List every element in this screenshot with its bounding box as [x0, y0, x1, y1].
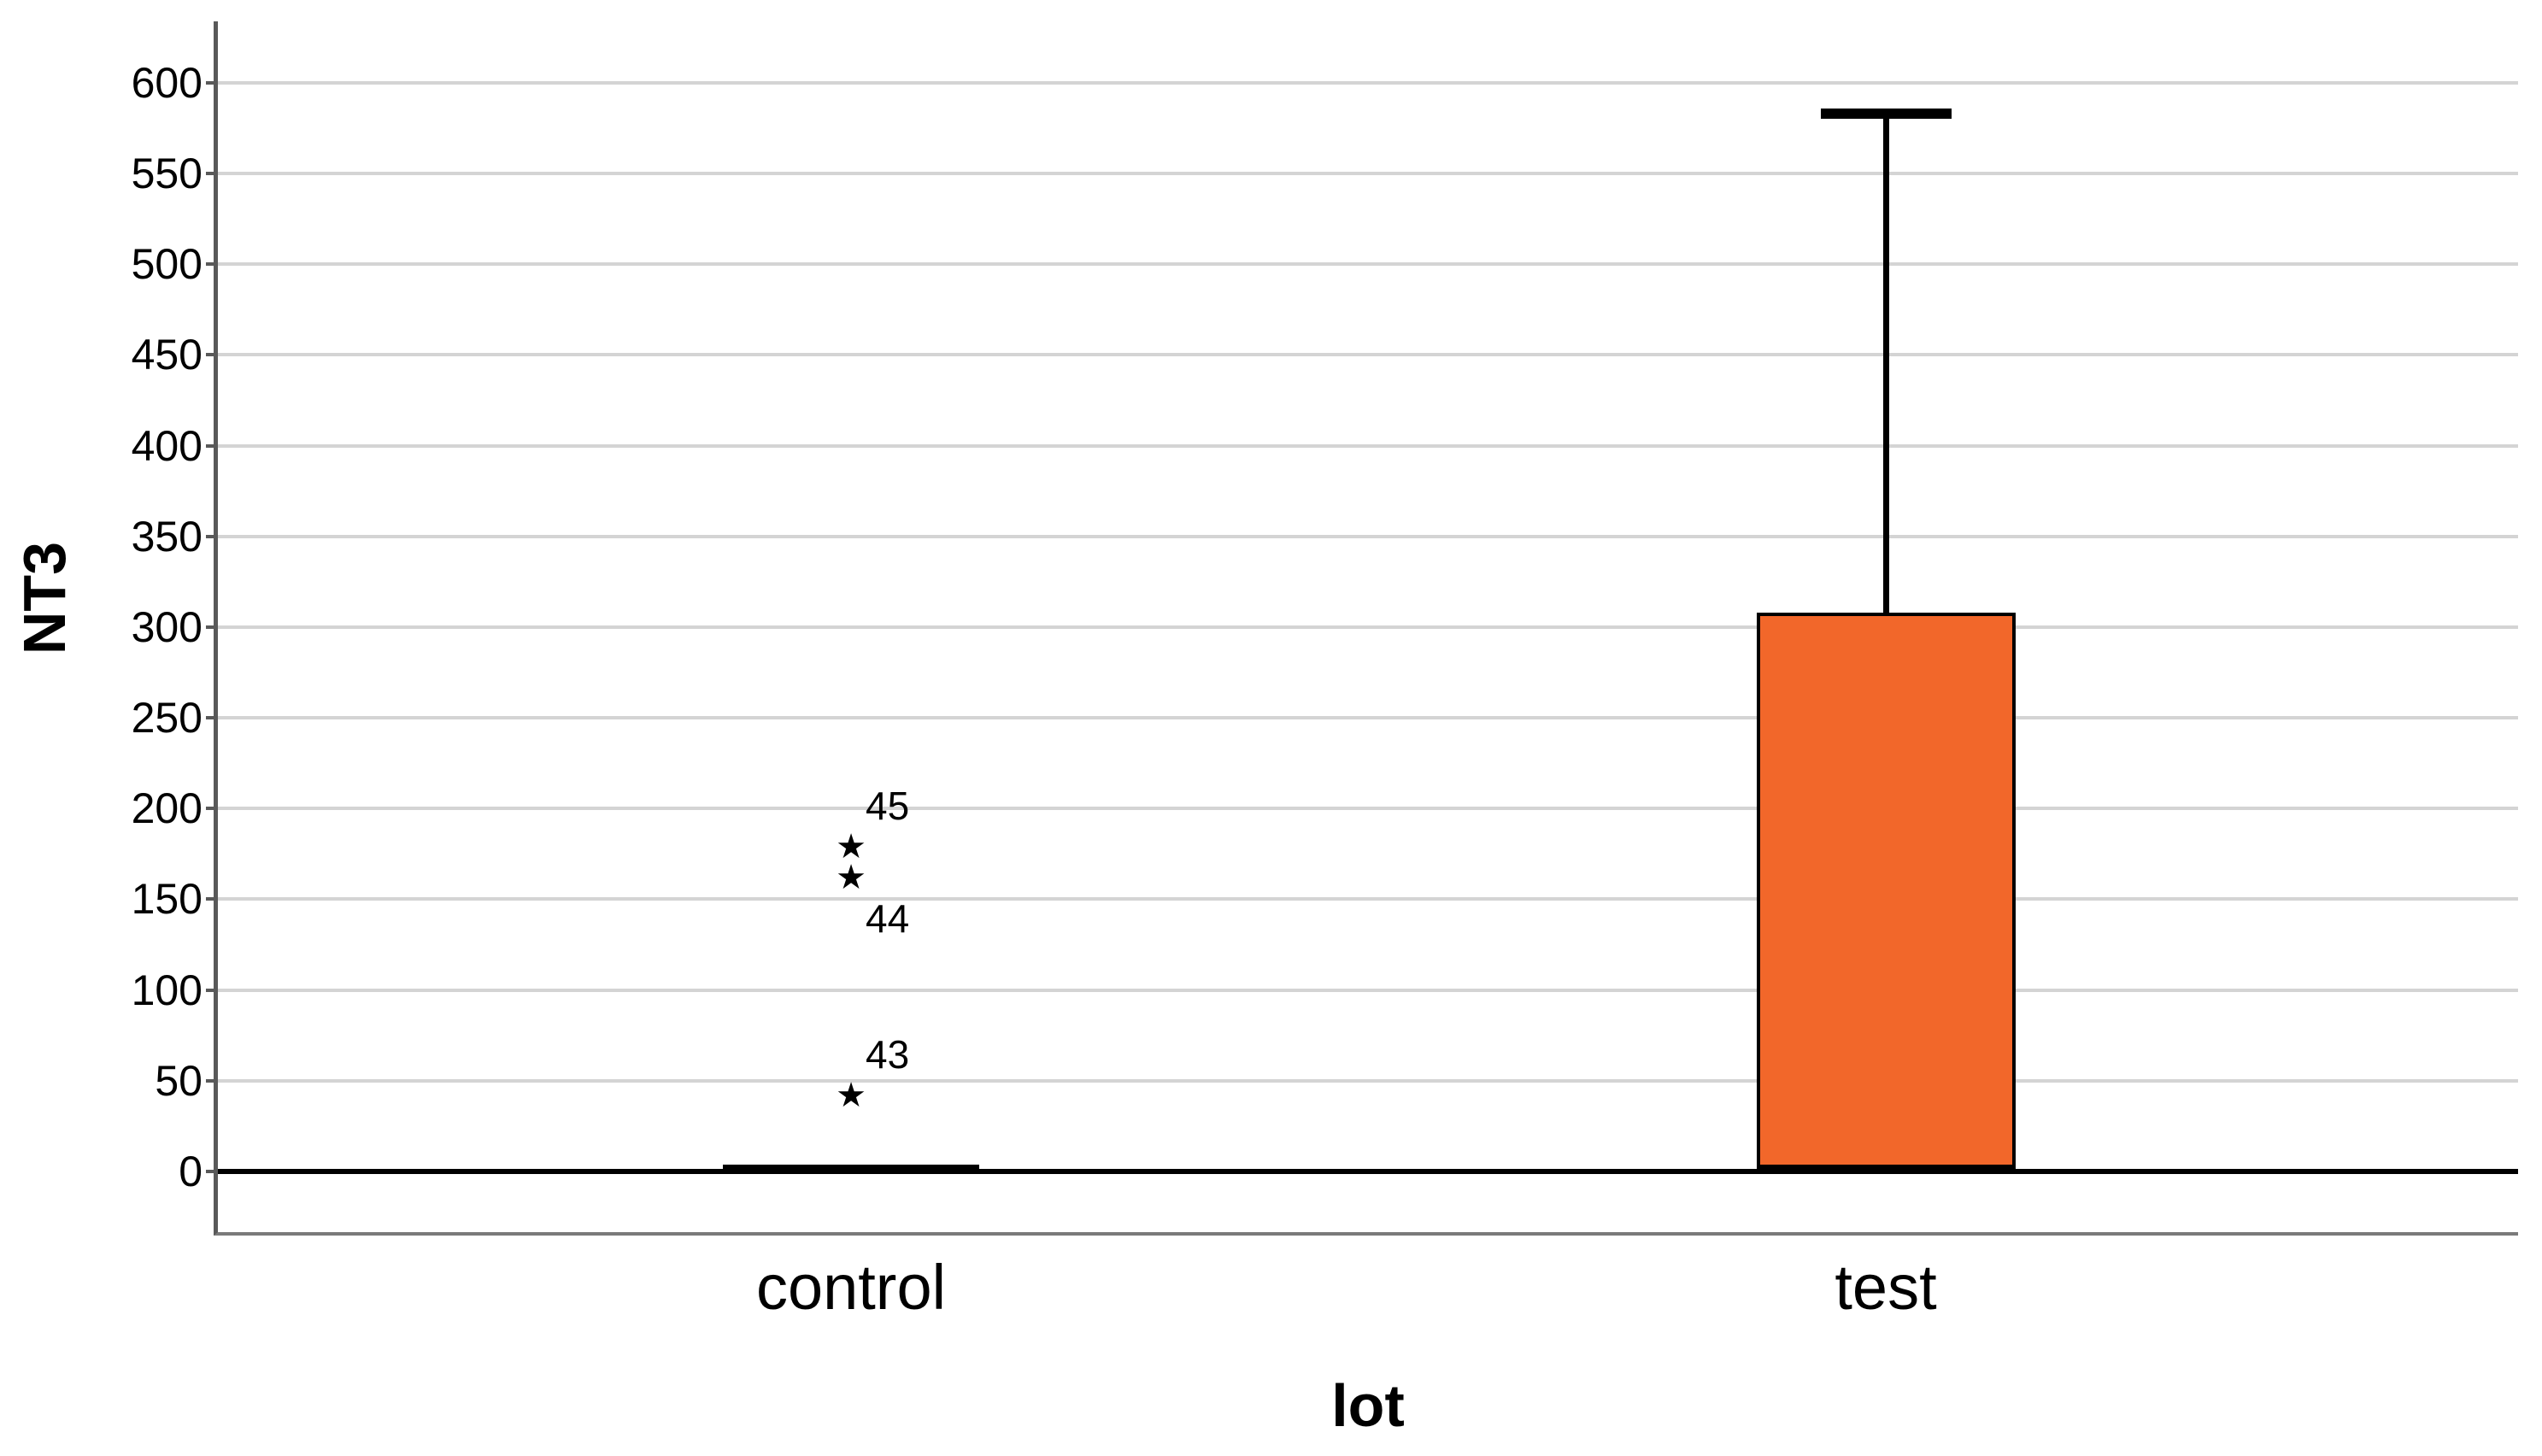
y-axis-tick — [206, 262, 218, 267]
y-axis-tick-label: 0 — [179, 1148, 203, 1195]
box-test — [1756, 612, 2016, 1171]
y-gridline — [218, 80, 2518, 85]
whisker-line — [1883, 113, 1889, 613]
y-axis-tick — [206, 807, 218, 811]
y-axis-tick-label: 100 — [131, 966, 203, 1014]
y-axis-tick-label: 500 — [131, 240, 203, 289]
y-axis-tick-label: 400 — [131, 421, 203, 470]
y-axis-tick — [206, 716, 218, 720]
y-gridline — [218, 262, 2518, 267]
y-axis-tick — [206, 1170, 218, 1173]
y-axis-tick-label: 450 — [131, 331, 203, 379]
y-gridline — [218, 625, 2518, 629]
y-axis-tick-label: 550 — [131, 150, 203, 198]
y-gridline — [218, 988, 2518, 992]
whisker-cap — [1820, 108, 1952, 119]
y-axis-title: NT3 — [11, 541, 78, 655]
outlier-star-marker: ★ — [836, 827, 866, 866]
y-axis-tick-label: 600 — [131, 58, 203, 107]
y-axis-tick-label: 150 — [131, 875, 203, 924]
y-axis-tick-label: 50 — [155, 1056, 203, 1105]
y-axis-tick-label: 300 — [131, 602, 203, 651]
y-gridline — [218, 897, 2518, 901]
y-gridline — [218, 807, 2518, 811]
y-gridline — [218, 353, 2518, 357]
category-label-control: control — [755, 1252, 947, 1323]
y-axis-tick — [206, 1078, 218, 1083]
y-axis-tick-label: 250 — [131, 694, 203, 743]
y-axis-tick — [206, 172, 218, 176]
zero-baseline — [218, 1169, 2518, 1174]
y-axis-tick — [206, 443, 218, 448]
y-gridline — [218, 172, 2518, 176]
outlier-star-marker: ★ — [836, 858, 866, 896]
outlier-case-label: 45 — [866, 783, 910, 828]
y-axis-tick — [206, 897, 218, 901]
y-axis-tick — [206, 988, 218, 992]
y-gridline — [218, 534, 2518, 538]
outlier-star-marker: ★ — [836, 1076, 866, 1114]
y-axis-tick-label: 200 — [131, 784, 203, 833]
y-axis-tick — [206, 80, 218, 85]
x-axis-title: lot — [1331, 1372, 1405, 1439]
y-gridline — [218, 443, 2518, 448]
y-axis-tick-label: 350 — [131, 512, 203, 561]
outlier-case-label: 43 — [866, 1031, 910, 1077]
plot-area: ★ 43 ★ 44 ★ 45 — [214, 21, 2518, 1236]
y-axis-tick — [206, 353, 218, 357]
y-gridline — [218, 716, 2518, 720]
y-axis-tick — [206, 625, 218, 629]
median-control — [723, 1164, 979, 1174]
y-axis-tick — [206, 534, 218, 538]
y-gridline — [218, 1078, 2518, 1083]
median-test — [1756, 1164, 2016, 1174]
category-label-test: test — [1835, 1252, 1937, 1323]
outlier-case-label: 44 — [866, 895, 910, 941]
